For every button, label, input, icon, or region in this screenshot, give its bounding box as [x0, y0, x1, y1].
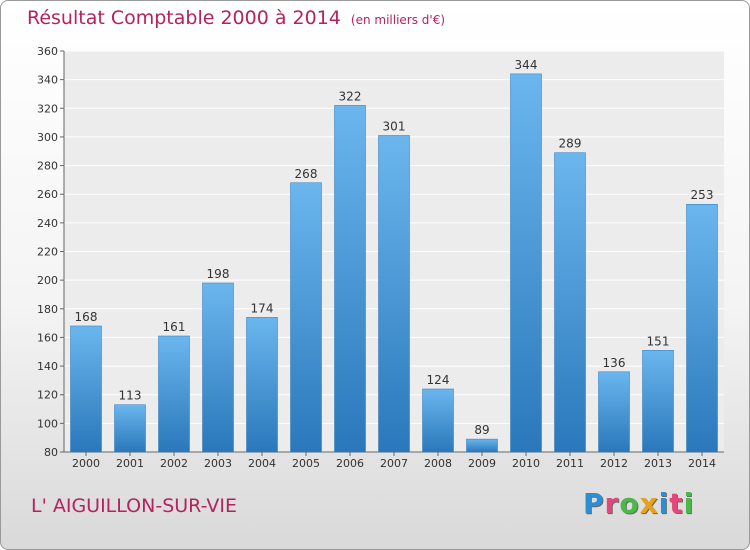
bar [466, 438, 498, 453]
x-tick-label: 2012 [600, 457, 628, 470]
x-tick-label: 2006 [336, 457, 364, 470]
bar [114, 404, 146, 453]
y-tick-label: 260 [37, 188, 58, 201]
bar [422, 388, 454, 453]
y-tick-label: 280 [37, 160, 58, 173]
x-tick-label: 2002 [160, 457, 188, 470]
data-label: 198 [207, 267, 230, 281]
chart-title-text: Résultat Comptable 2000 à 2014 [27, 7, 341, 29]
y-tick-label: 300 [37, 131, 58, 144]
data-label: 289 [559, 137, 582, 151]
y-tick-label: 140 [37, 360, 58, 373]
x-tick-label: 2007 [380, 457, 408, 470]
x-tick-label: 2001 [116, 457, 144, 470]
data-label: 344 [515, 58, 538, 72]
x-tick-label: 2008 [424, 457, 452, 470]
bar [642, 350, 674, 453]
bar [246, 317, 278, 453]
data-label: 151 [647, 334, 670, 348]
bar [554, 152, 586, 453]
y-tick-label: 100 [37, 417, 58, 430]
proxiti-logo: Proxiti [583, 487, 694, 520]
chart-subtitle: (en milliers d'€) [350, 13, 446, 27]
logo-letter: P [583, 487, 605, 520]
y-tick-label: 120 [37, 389, 58, 402]
y-tick-label: 180 [37, 303, 58, 316]
y-tick-label: 320 [37, 102, 58, 115]
x-tick-label: 2005 [292, 457, 320, 470]
bar [158, 335, 190, 453]
data-label: 124 [427, 373, 450, 387]
bar [202, 282, 234, 453]
y-tick-label: 340 [37, 74, 58, 87]
data-label: 113 [119, 389, 142, 403]
y-tick-label: 200 [37, 274, 58, 287]
data-label: 268 [295, 167, 318, 181]
data-label: 301 [383, 119, 406, 133]
x-tick-label: 2014 [688, 457, 716, 470]
bar [378, 135, 410, 453]
logo-letter: r [604, 487, 620, 520]
y-tick-label: 360 [37, 45, 58, 58]
x-tick-label: 2004 [248, 457, 276, 470]
data-label: 89 [474, 423, 489, 437]
y-tick-label: 240 [37, 217, 58, 230]
data-label: 174 [251, 301, 274, 315]
bar [510, 73, 542, 453]
x-tick-label: 2000 [72, 457, 100, 470]
logo-letter: o [619, 487, 640, 520]
chart-title: Résultat Comptable 2000 à 2014 (en millie… [27, 7, 445, 29]
data-label: 136 [603, 356, 626, 370]
x-tick-label: 2010 [512, 457, 540, 470]
data-label: 322 [339, 89, 362, 103]
bar [290, 182, 322, 453]
x-tick-label: 2009 [468, 457, 496, 470]
town-name: L' AIGUILLON-SUR-VIE [31, 495, 237, 517]
bar [70, 325, 102, 453]
data-label: 253 [691, 188, 714, 202]
bar [686, 203, 718, 453]
logo-letter: i [683, 487, 695, 520]
y-tick-label: 80 [44, 446, 58, 459]
y-tick-label: 220 [37, 246, 58, 259]
data-label: 161 [163, 320, 186, 334]
bar [598, 371, 630, 453]
logo-letter: i [658, 487, 670, 520]
x-tick-label: 2003 [204, 457, 232, 470]
x-tick-label: 2011 [556, 457, 584, 470]
y-tick-label: 160 [37, 331, 58, 344]
logo-letter: t [669, 487, 684, 520]
x-tick-label: 2013 [644, 457, 672, 470]
data-label: 168 [75, 310, 98, 324]
bar [334, 105, 366, 453]
logo-letter: x [639, 487, 659, 520]
